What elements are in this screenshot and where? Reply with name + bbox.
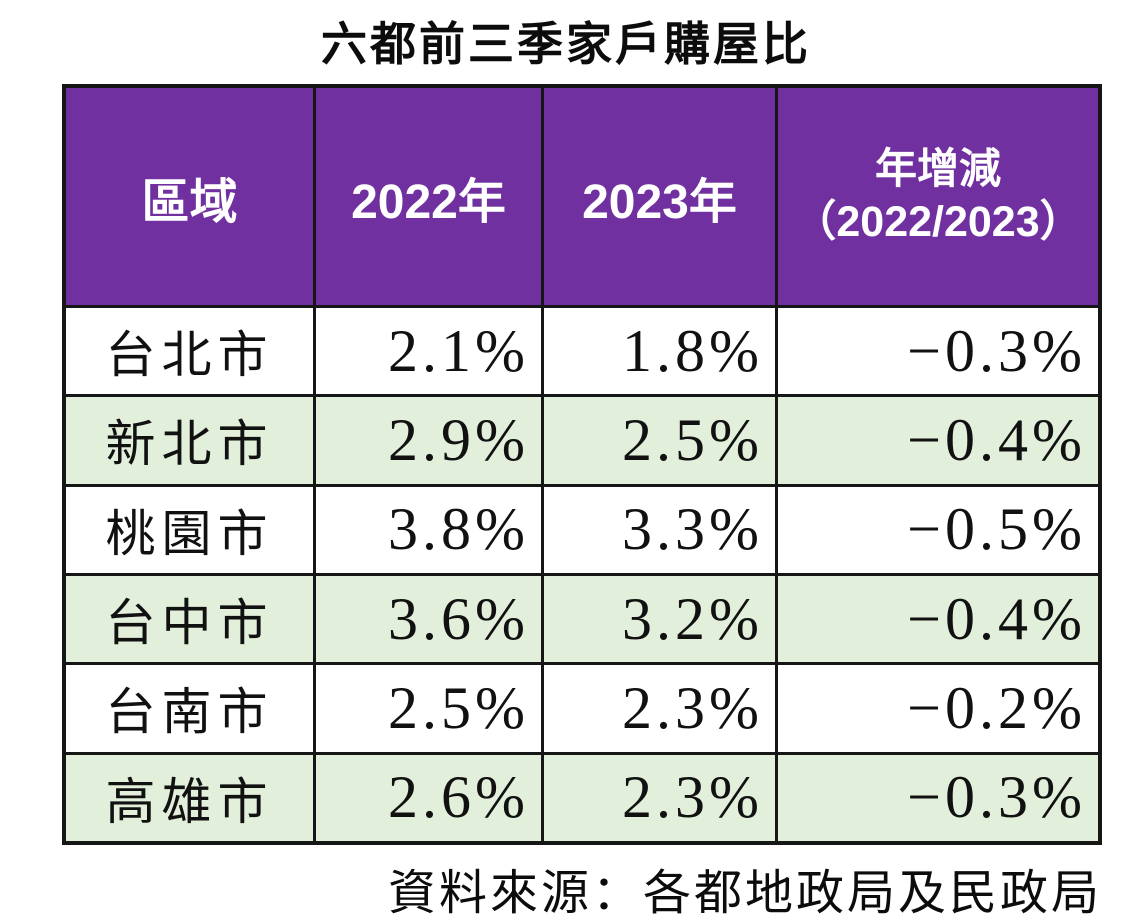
table-row-taichung-change: −0.4% <box>775 573 1098 663</box>
source-note: 資料來源：各都地政局及民政局 <box>387 867 1102 919</box>
table-row-taichung-region: 台中市 <box>66 573 313 663</box>
header-2023: 2023年 <box>541 88 775 305</box>
table-row-kaohsiung-2023: 2.3% <box>541 751 775 841</box>
table-row-taipei-2022: 2.1% <box>313 305 541 395</box>
table-row-tainan-2023: 2.3% <box>541 662 775 752</box>
table-row-tainan-change: −0.2% <box>775 662 1098 752</box>
table-row-taichung-2023: 3.2% <box>541 573 775 663</box>
table-row-taoyuan-2023: 3.3% <box>541 483 775 573</box>
header-yearly-change: 年增減 （2022/2023） <box>775 88 1098 305</box>
table-row-newtaipei-2023: 2.5% <box>541 394 775 484</box>
table-row-tainan-region: 台南市 <box>66 662 313 751</box>
table-row-kaohsiung-2022: 2.6% <box>313 751 541 841</box>
table-row-taipei-region: 台北市 <box>66 305 313 394</box>
header-2022: 2022年 <box>313 88 541 305</box>
table-row-taichung-2022: 3.6% <box>313 573 541 663</box>
table-row-kaohsiung-region: 高雄市 <box>66 751 313 841</box>
table-row-tainan-2022: 2.5% <box>313 662 541 752</box>
table-row-taoyuan-change: −0.5% <box>775 483 1098 573</box>
header-region-label: 區域 <box>141 175 238 229</box>
header-2022-label: 2022年 <box>351 175 506 229</box>
table-row-newtaipei-2022: 2.9% <box>313 394 541 484</box>
table-row-taoyuan-2022: 3.8% <box>313 483 541 573</box>
header-2023-label: 2023年 <box>582 175 737 229</box>
table-row-newtaipei-change: −0.4% <box>775 394 1098 484</box>
table-row-newtaipei-region: 新北市 <box>66 394 313 484</box>
table-row-taipei-change: −0.3% <box>775 305 1098 395</box>
data-table: 區域 2022年 2023年 年增減 （2022/2023） 台北市 2.1% … <box>62 84 1102 845</box>
table-row-taipei-2023: 1.8% <box>541 305 775 395</box>
table-row-taoyuan-region: 桃園市 <box>66 483 313 573</box>
table-row-kaohsiung-change: −0.3% <box>775 751 1098 841</box>
page-title: 六都前三季家戶購屋比 <box>321 19 811 70</box>
header-yearly-change-line2: （2022/2023） <box>793 197 1083 246</box>
header-region: 區域 <box>66 88 313 305</box>
header-yearly-change-line1: 年增減 <box>874 145 1001 193</box>
